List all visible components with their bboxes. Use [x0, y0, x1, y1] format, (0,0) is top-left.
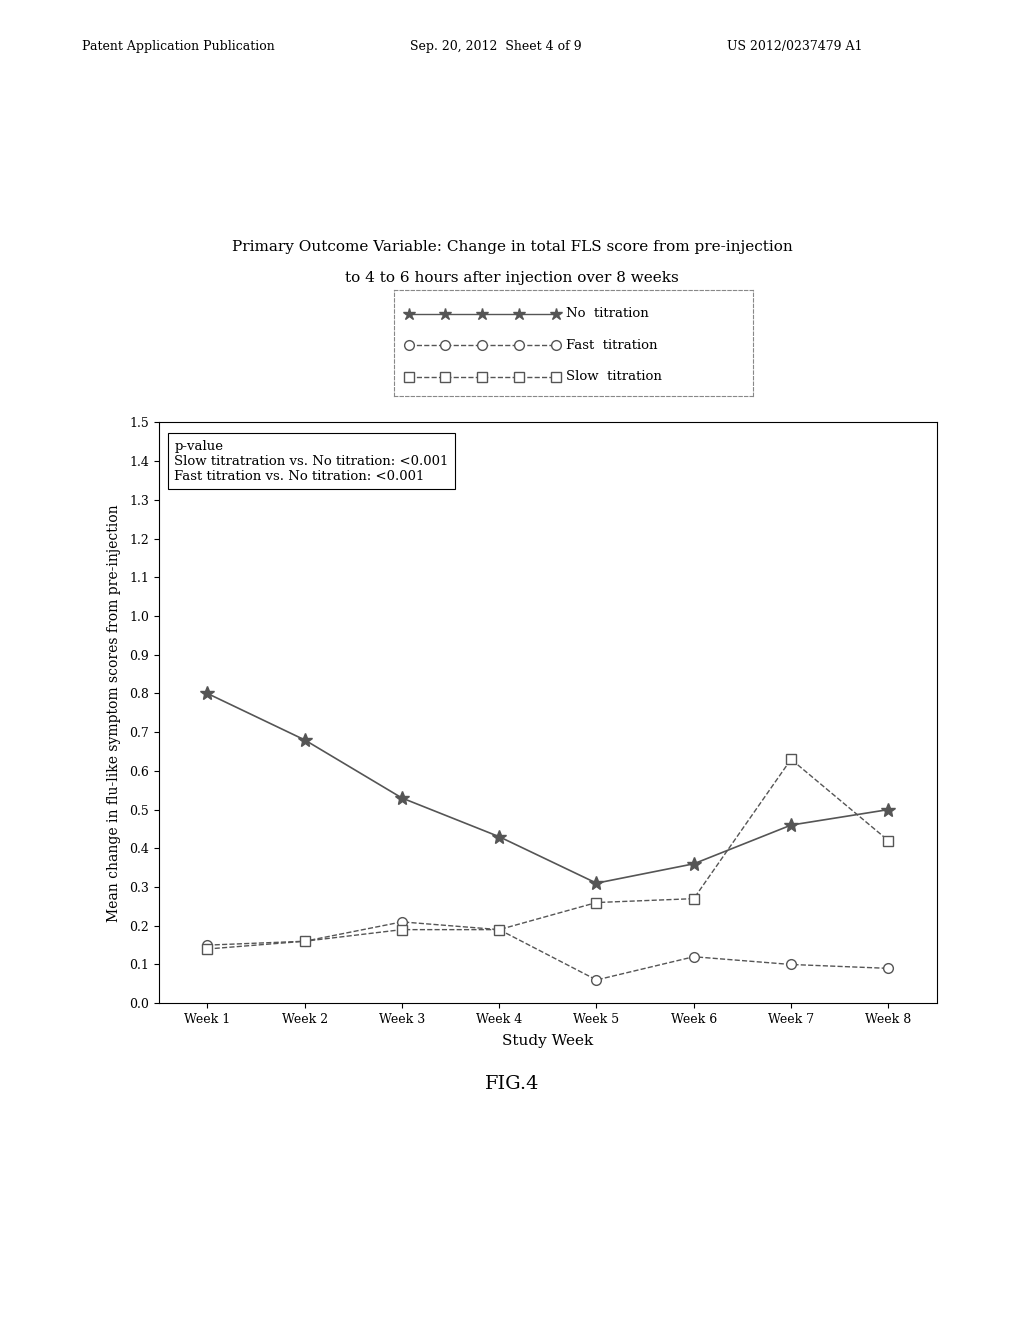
- Text: FIG.4: FIG.4: [484, 1074, 540, 1093]
- Text: Primary Outcome Variable: Change in total FLS score from pre-injection: Primary Outcome Variable: Change in tota…: [231, 240, 793, 253]
- Text: Slow  titration: Slow titration: [566, 371, 663, 384]
- Text: Sep. 20, 2012  Sheet 4 of 9: Sep. 20, 2012 Sheet 4 of 9: [410, 40, 582, 53]
- Text: US 2012/0237479 A1: US 2012/0237479 A1: [727, 40, 862, 53]
- Text: to 4 to 6 hours after injection over 8 weeks: to 4 to 6 hours after injection over 8 w…: [345, 272, 679, 285]
- Text: No  titration: No titration: [566, 308, 649, 321]
- Y-axis label: Mean change in flu-like symptom scores from pre-injection: Mean change in flu-like symptom scores f…: [106, 504, 121, 921]
- Text: p-value
Slow titratration vs. No titration: <0.001
Fast titration vs. No titrati: p-value Slow titratration vs. No titrati…: [174, 440, 449, 483]
- Text: Patent Application Publication: Patent Application Publication: [82, 40, 274, 53]
- Text: Fast  titration: Fast titration: [566, 339, 657, 352]
- X-axis label: Study Week: Study Week: [502, 1035, 594, 1048]
